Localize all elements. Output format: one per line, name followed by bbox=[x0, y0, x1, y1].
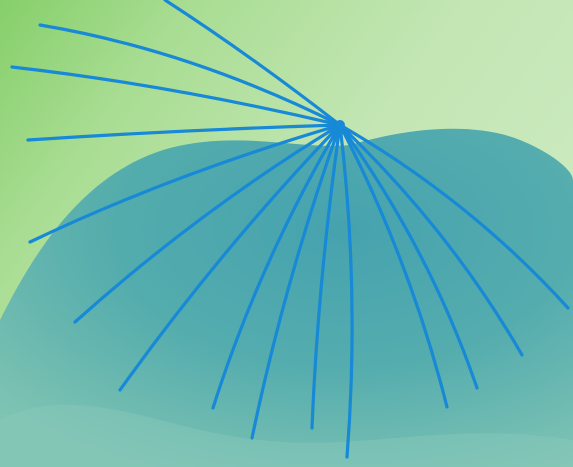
teal-highlight bbox=[0, 404, 573, 467]
radiating-lines bbox=[10, 0, 570, 459]
line-hub bbox=[335, 120, 345, 130]
